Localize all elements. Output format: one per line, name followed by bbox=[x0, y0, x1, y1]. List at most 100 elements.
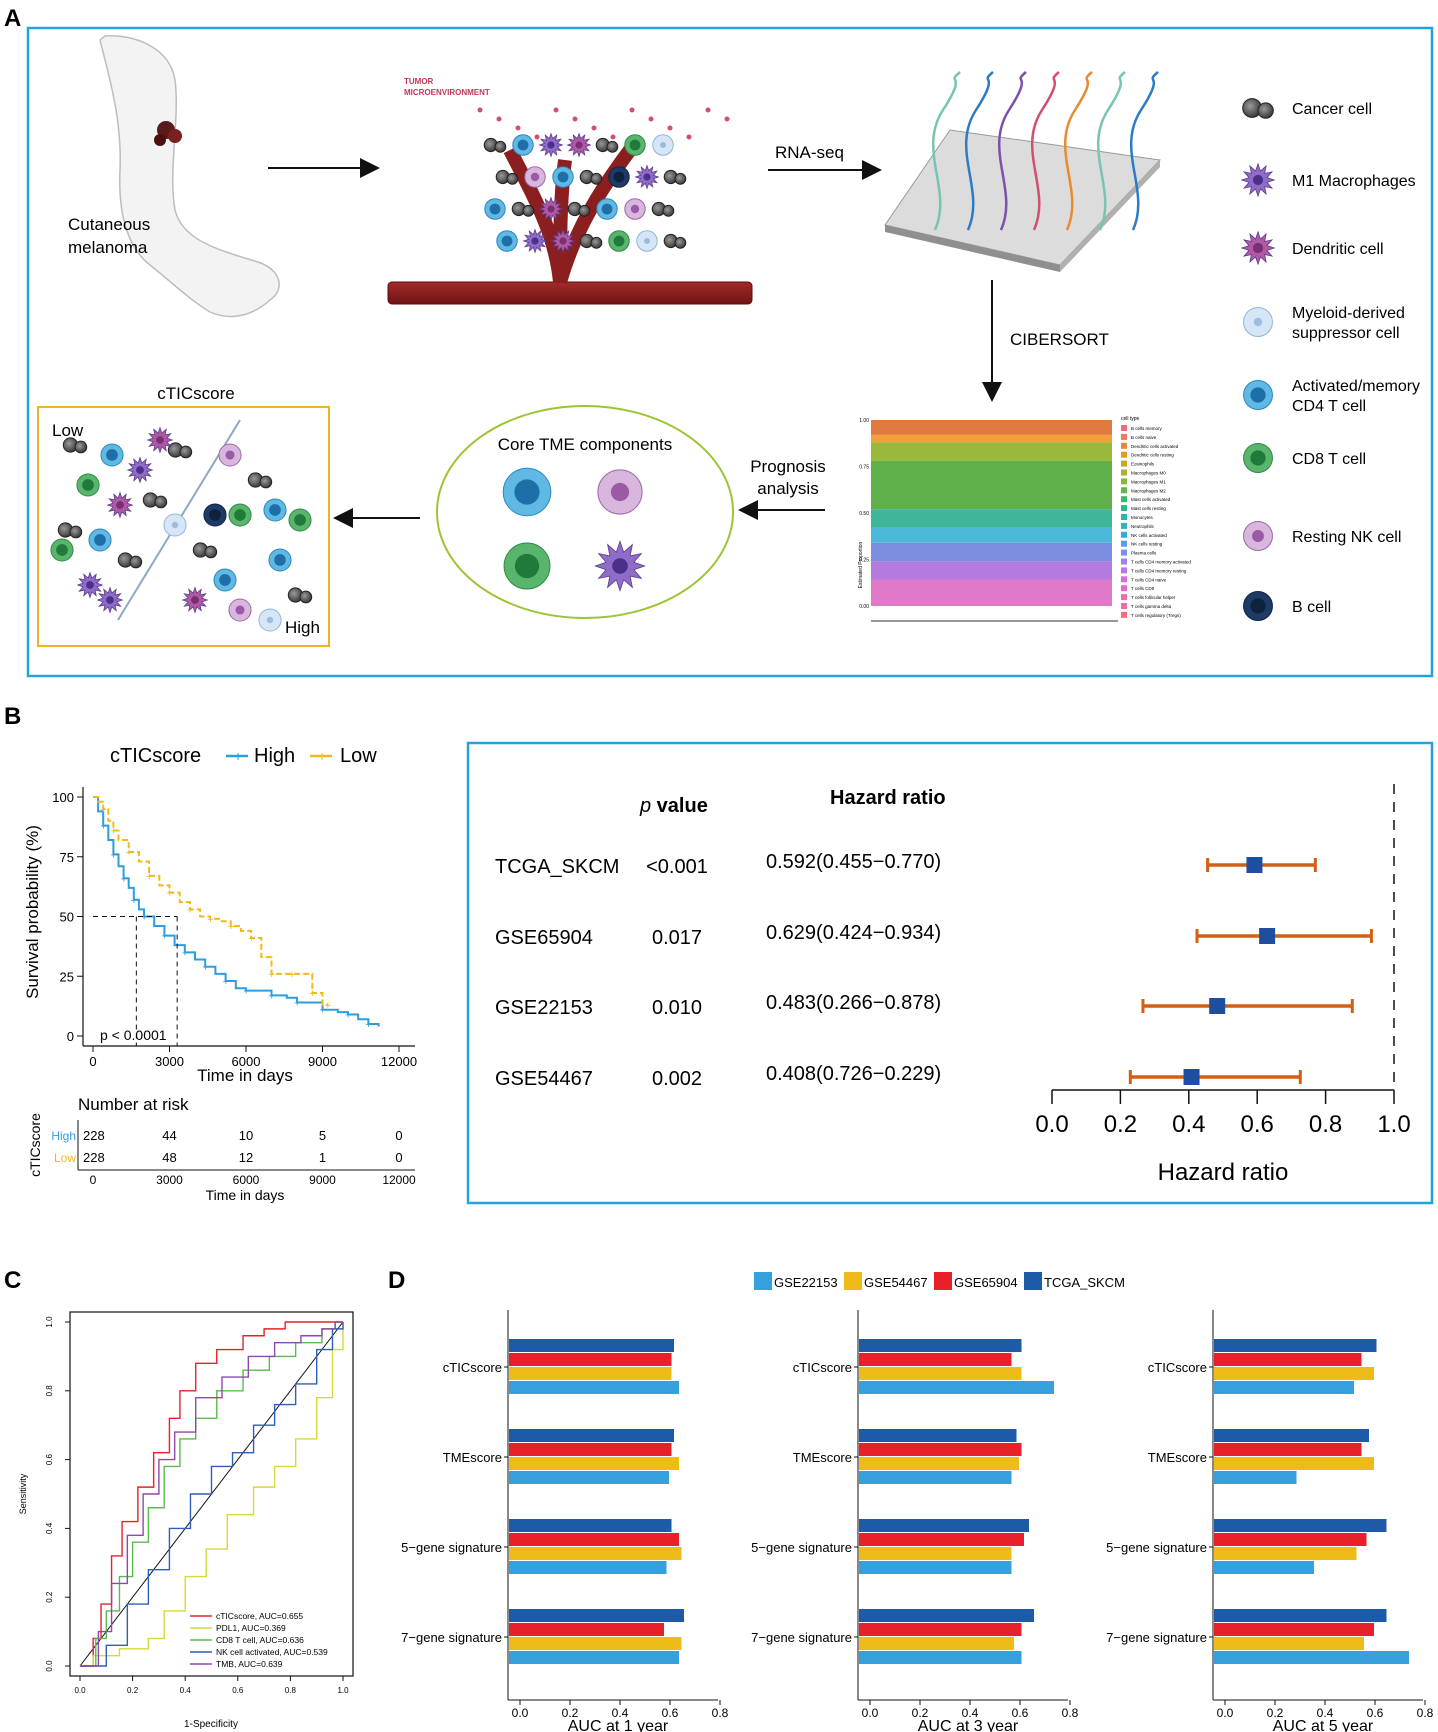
stack-legend-label: Plasma cells bbox=[1131, 551, 1157, 556]
tme-cell bbox=[608, 230, 630, 252]
cell-nucleus bbox=[613, 235, 625, 247]
cell-nucleus bbox=[660, 142, 666, 148]
km-xtick-label: 3000 bbox=[155, 1054, 184, 1069]
arm-label-2: melanoma bbox=[68, 238, 148, 257]
cticscore-cell bbox=[228, 503, 252, 527]
stack-legend-swatch bbox=[1121, 603, 1127, 609]
core-nk-cell bbox=[597, 469, 643, 515]
cancer-cell-body bbox=[662, 204, 675, 217]
dc-legend-icon bbox=[1240, 230, 1276, 266]
roc-legend-label: PDL1, AUC=0.369 bbox=[216, 1623, 286, 1633]
roc-xtick-label: 0.8 bbox=[285, 1686, 297, 1695]
stack-legend-swatch bbox=[1121, 522, 1127, 529]
km-censor-mark: + bbox=[365, 1019, 371, 1031]
tme-cell bbox=[634, 164, 660, 190]
km-censor-mark: + bbox=[243, 986, 249, 998]
rna-strand bbox=[1129, 71, 1159, 231]
cell-nucleus bbox=[501, 235, 513, 247]
bar-xtick-label: 0.6 bbox=[662, 1706, 679, 1720]
tme-cell bbox=[595, 137, 619, 153]
forest-pvalue-header: p value bbox=[639, 795, 708, 817]
cticscore-cell bbox=[96, 586, 124, 614]
cell-nucleus bbox=[1250, 598, 1266, 614]
roc-ytick-label: 0.4 bbox=[45, 1522, 54, 1534]
roc-xlabel: 1-Specificity bbox=[184, 1719, 238, 1730]
bar-legend-swatch bbox=[1024, 1272, 1042, 1290]
stack-legend-label: Mast cells resting bbox=[1131, 506, 1166, 511]
cell-nucleus bbox=[171, 521, 179, 529]
cytokine-dot bbox=[553, 107, 559, 113]
stack-legend-swatch bbox=[1121, 576, 1127, 583]
km-xlabel: Time in days bbox=[197, 1066, 293, 1085]
stack-legend-swatch bbox=[1121, 594, 1127, 601]
cell-nucleus bbox=[629, 139, 641, 151]
cticscore-cell bbox=[62, 437, 88, 454]
km-ytick-label: 0 bbox=[67, 1029, 74, 1044]
km-legend-low-mark: + bbox=[318, 748, 326, 764]
cell-type-legend: Cancer cell M1 Macrophages Dendritic cell M… bbox=[1240, 98, 1420, 621]
forest-xtick-label: 0.6 bbox=[1241, 1111, 1274, 1138]
bar-xtick-label: 0.8 bbox=[1417, 1706, 1434, 1720]
risk-value: 228 bbox=[83, 1150, 105, 1165]
cell-nucleus bbox=[1253, 317, 1263, 327]
bar-gse65904 bbox=[1214, 1353, 1362, 1366]
tme-cell bbox=[511, 201, 535, 217]
cticscore-cell bbox=[142, 492, 168, 509]
cticscore-cell bbox=[50, 538, 74, 562]
km-ytick-label: 75 bbox=[60, 850, 74, 865]
bar-gse54467 bbox=[1214, 1457, 1374, 1470]
km-censor-mark: + bbox=[187, 904, 193, 916]
bar-gse54467 bbox=[1214, 1637, 1364, 1650]
tme-cell bbox=[484, 198, 506, 220]
cancer-cell-body bbox=[590, 172, 603, 185]
roc-ylabel: Sensitivity bbox=[18, 1473, 28, 1514]
risk-value: 44 bbox=[162, 1128, 176, 1143]
risk-xtick-label: 0 bbox=[90, 1173, 97, 1187]
forest-hr-text: 0.408(0.726−0.229) bbox=[766, 1063, 941, 1085]
cell-nucleus bbox=[547, 141, 555, 149]
cticscore-cell bbox=[76, 571, 104, 599]
bar-gse54467 bbox=[859, 1547, 1012, 1560]
bar-gse22153 bbox=[1214, 1651, 1409, 1664]
cell-nucleus bbox=[1252, 174, 1264, 186]
bar-tcga_skcm bbox=[509, 1519, 672, 1532]
cell-nucleus bbox=[489, 203, 501, 215]
forest-xtick-label: 0.2 bbox=[1104, 1111, 1137, 1138]
cd4-legend-icon bbox=[1243, 380, 1273, 410]
forest-pvalue: 0.002 bbox=[652, 1068, 702, 1090]
cell-nucleus bbox=[547, 205, 555, 213]
risk-xtick-label: 12000 bbox=[382, 1173, 416, 1187]
roc-legend-label: NK cell activated, AUC=0.539 bbox=[216, 1647, 328, 1657]
stack-legend-swatch bbox=[1121, 496, 1127, 503]
risk-xtick-label: 6000 bbox=[233, 1173, 260, 1187]
km-legend-high: High bbox=[254, 745, 295, 767]
cancer-cell-body bbox=[1257, 102, 1274, 119]
bar-gse54467 bbox=[1214, 1547, 1357, 1560]
stack-ytick: 0.00 bbox=[859, 604, 869, 610]
bar-gse54467 bbox=[859, 1457, 1019, 1470]
bar-gse65904 bbox=[859, 1353, 1012, 1366]
km-curve-low bbox=[93, 796, 328, 1006]
stack-legend-swatch bbox=[1121, 540, 1127, 547]
bar-gse54467 bbox=[1214, 1367, 1374, 1380]
cell-nucleus bbox=[1250, 450, 1266, 466]
panel-d-charts: cTICscore TMEscore 5−gene signature 7−gene … bbox=[401, 1310, 1434, 1732]
km-xtick-label: 9000 bbox=[308, 1054, 337, 1069]
cticscore-title: cTICscore bbox=[157, 384, 234, 403]
tme-cell bbox=[596, 198, 618, 220]
cancer-cell-body bbox=[674, 236, 687, 249]
risk-xlabel: Time in days bbox=[206, 1187, 285, 1203]
cell-nucleus bbox=[209, 509, 221, 521]
tme-cell bbox=[483, 137, 507, 153]
cell-nucleus bbox=[274, 554, 286, 566]
cell-nucleus bbox=[269, 504, 281, 516]
roc-xtick-label: 0.4 bbox=[180, 1686, 192, 1695]
cticscore-cell bbox=[263, 498, 287, 522]
stack-legend-label: Monocytes bbox=[1131, 515, 1154, 520]
km-censor-mark: + bbox=[248, 933, 254, 945]
km-legend-title: cTICscore bbox=[110, 745, 201, 767]
roc-xtick-label: 0.0 bbox=[74, 1686, 86, 1695]
km-curve-high bbox=[93, 796, 380, 1027]
cytokine-dot bbox=[515, 125, 521, 131]
cell-nucleus bbox=[219, 574, 231, 586]
